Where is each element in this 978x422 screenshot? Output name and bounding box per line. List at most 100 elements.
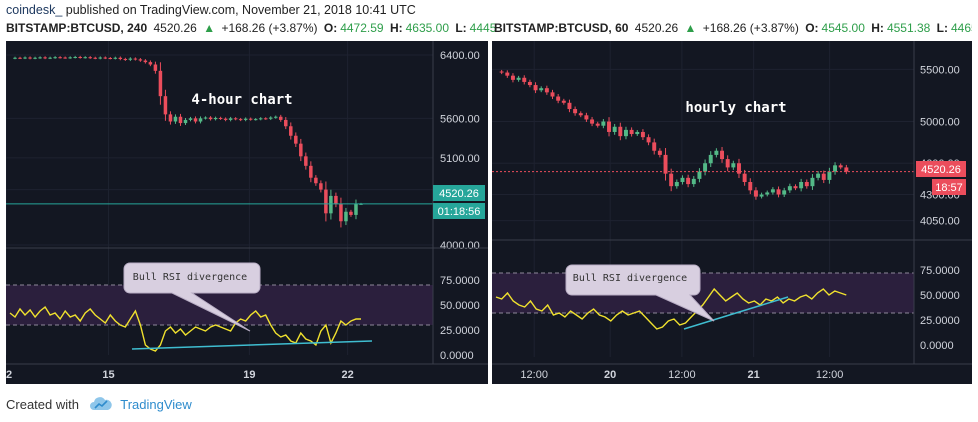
candle-body xyxy=(294,135,298,144)
candle-body xyxy=(118,57,123,59)
candle-body xyxy=(697,171,702,179)
candle-body xyxy=(533,85,538,91)
tradingview-link[interactable]: TradingView xyxy=(120,397,192,412)
candle-body xyxy=(13,57,17,59)
candle-body xyxy=(128,58,133,60)
right-ticker: BITSTAMP:BTCUSD, 60 4520.26 ▲ +168.26 (+… xyxy=(494,21,972,35)
candle-body xyxy=(646,137,651,143)
rsi-tick-label: 50.0000 xyxy=(440,300,480,312)
candle-body xyxy=(838,165,843,168)
candle-body xyxy=(284,119,288,127)
candle-body xyxy=(584,115,589,120)
candle-body xyxy=(153,64,158,71)
left-h-label: H: xyxy=(389,21,403,35)
right-change: +168.26 (+3.87%) xyxy=(702,21,799,35)
brand-name[interactable]: coindesk_ xyxy=(6,3,63,17)
candle-body xyxy=(516,77,521,80)
rsi-tick-label: 0.0000 xyxy=(920,340,954,352)
candle-body xyxy=(143,60,148,63)
left-last: 4520.26 xyxy=(153,21,197,35)
left-chart-panel[interactable]: 6400.005600.005100.004700.004000.0075.00… xyxy=(6,41,488,384)
candle-body xyxy=(158,70,163,97)
right-annotation-callout[interactable]: Bull RSI divergence xyxy=(565,264,715,322)
candle-body xyxy=(561,100,566,103)
svg-text:4520.26: 4520.26 xyxy=(439,188,479,200)
candle-body xyxy=(238,119,243,121)
candle-body xyxy=(268,117,273,119)
candle-body xyxy=(742,173,747,183)
time-tick-label: 12:00 xyxy=(520,369,548,381)
candle-body xyxy=(349,211,353,215)
right-chart-title: hourly chart xyxy=(685,100,786,116)
candle-body xyxy=(78,56,82,58)
candle-body xyxy=(203,117,208,119)
candle-body xyxy=(138,59,143,61)
divergence-trendline xyxy=(683,296,789,330)
candle-body xyxy=(759,194,764,197)
candle-body xyxy=(299,143,303,157)
candle-body xyxy=(731,163,736,168)
candle-body xyxy=(23,57,27,59)
candle-body xyxy=(522,77,527,82)
candle-body xyxy=(168,114,173,122)
price-tick-label: 5000.00 xyxy=(920,117,960,129)
candle-body xyxy=(499,71,504,73)
time-tick-label: 15 xyxy=(102,369,114,381)
left-o-label: O: xyxy=(323,21,338,35)
published-text: published on TradingView.com, November 2… xyxy=(65,3,416,17)
rsi-tick-label: 25.0000 xyxy=(920,315,960,327)
candle-body xyxy=(753,190,758,197)
right-chart-panel[interactable]: 5500.005000.004600.004300.004050.0075.00… xyxy=(492,41,972,384)
candle-body xyxy=(833,165,838,172)
candle-body xyxy=(567,102,572,110)
divergence-trendline xyxy=(131,340,373,350)
left-low: 4445. xyxy=(469,21,500,35)
price-tick-label: 4050.00 xyxy=(920,216,960,228)
right-h-label: H: xyxy=(871,21,884,35)
candle-body xyxy=(810,177,815,187)
candle-body xyxy=(329,195,333,214)
rsi-tick-label: 75.0000 xyxy=(920,265,960,277)
candle-body xyxy=(550,92,555,97)
candle-body xyxy=(123,58,128,60)
right-open: 4545.00 xyxy=(821,21,865,35)
time-tick-label: 19 xyxy=(243,369,255,381)
candle-body xyxy=(83,57,87,59)
candle-body xyxy=(108,58,113,60)
candle-body xyxy=(799,182,804,189)
candle-body xyxy=(629,129,634,135)
right-countdown-label: 18:57 xyxy=(932,179,966,195)
price-tick-label: 5600.00 xyxy=(440,113,480,125)
candle-body xyxy=(289,126,293,136)
candle-body xyxy=(544,88,549,93)
candle-body xyxy=(88,57,92,59)
svg-text:01:18:56: 01:18:56 xyxy=(438,206,481,218)
rsi-tick-label: 0.0000 xyxy=(440,350,474,362)
left-price-label: 4520.26 xyxy=(433,185,485,201)
right-o-label: O: xyxy=(805,21,819,35)
left-annotation-callout[interactable]: Bull RSI divergence xyxy=(123,262,261,332)
time-tick-label: 22 xyxy=(341,369,353,381)
candle-body xyxy=(68,57,72,59)
header: coindesk_ published on TradingView.com, … xyxy=(6,3,416,17)
candle-body xyxy=(573,109,578,114)
candle-body xyxy=(663,154,668,174)
left-open: 4472.59 xyxy=(340,21,384,35)
rsi-tick-label: 50.0000 xyxy=(920,290,960,302)
candle-body xyxy=(218,117,223,119)
candle-body xyxy=(63,57,67,59)
svg-text:4520.26: 4520.26 xyxy=(921,164,961,176)
candle-body xyxy=(601,121,606,126)
candle-body xyxy=(770,189,775,193)
candle-body xyxy=(188,118,193,120)
candle-body xyxy=(28,57,32,59)
candle-body xyxy=(43,57,47,59)
candle-body xyxy=(133,58,138,60)
price-tick-label: 5500.00 xyxy=(920,64,960,76)
rsi-line xyxy=(9,305,361,352)
candle-body xyxy=(173,116,178,122)
candle-body xyxy=(623,129,628,137)
right-symbol: BITSTAMP:BTCUSD, 60 xyxy=(494,21,629,35)
candle-body xyxy=(339,203,343,222)
candle-body xyxy=(93,57,97,59)
